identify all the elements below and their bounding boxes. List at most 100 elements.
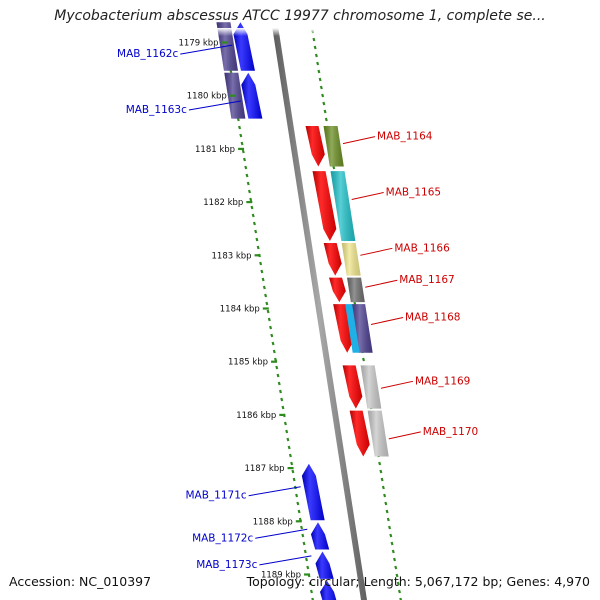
gene-leader-line bbox=[365, 279, 398, 288]
inner-ring-dash bbox=[241, 149, 245, 154]
outer-ring-dash bbox=[385, 509, 389, 514]
gene-leader-line bbox=[255, 528, 308, 539]
outer-ring-dash bbox=[393, 557, 397, 562]
inner-ring-dash bbox=[260, 269, 264, 274]
gene-leader-line bbox=[380, 380, 414, 389]
inner-ring-dash bbox=[274, 357, 278, 362]
inner-ring-dash bbox=[292, 477, 296, 482]
inner-ring-dash bbox=[300, 525, 304, 530]
outer-ring-dash bbox=[388, 525, 392, 530]
outer-ring-dash bbox=[394, 565, 398, 570]
inner-ring-dash bbox=[262, 285, 266, 290]
inner-ring-dash bbox=[249, 197, 253, 202]
inner-ring-dash bbox=[283, 421, 287, 426]
outer-ring-dash bbox=[362, 357, 366, 362]
gene-leader-line bbox=[188, 100, 241, 111]
kbp-tick-label: 1185 kbp bbox=[228, 358, 268, 368]
kbp-tick-label: 1180 kbp bbox=[187, 92, 227, 102]
inner-ring-dash bbox=[256, 245, 260, 250]
map-title: Mycobacterium abscessus ATCC 19977 chrom… bbox=[54, 8, 546, 24]
inner-ring-dash bbox=[287, 445, 291, 450]
outer-ring-dash bbox=[378, 461, 382, 466]
kbp-tick-label: 1181 kbp bbox=[195, 145, 235, 155]
gene-arrow-mab_1167[interactable] bbox=[329, 277, 346, 303]
gene-arrow-mab_1166[interactable] bbox=[323, 243, 342, 276]
cog-band-shade bbox=[341, 243, 361, 276]
cog-band-shade bbox=[367, 410, 389, 457]
cog-band-secondary bbox=[345, 304, 360, 353]
outer-ring-dash bbox=[312, 37, 316, 42]
inner-ring-dash bbox=[245, 173, 249, 178]
gene-leader-line bbox=[370, 316, 404, 325]
gene-label-mab_1171c[interactable]: MAB_1171c bbox=[185, 490, 246, 502]
inner-ring-dash bbox=[277, 381, 281, 386]
inner-ring-dash bbox=[243, 157, 247, 162]
outer-ring-dash bbox=[316, 61, 320, 66]
gene-arrow-mab_1171c[interactable] bbox=[301, 463, 325, 521]
inner-ring-dash bbox=[270, 333, 274, 338]
inner-ring-dash bbox=[301, 533, 305, 538]
inner-ring-dash bbox=[291, 469, 295, 474]
inner-ring-dash bbox=[250, 205, 254, 210]
inner-ring-dash bbox=[272, 349, 276, 354]
gene-leader-line bbox=[248, 486, 301, 497]
gene-arrow-mab_1165[interactable] bbox=[312, 171, 337, 241]
kbp-tick-label: 1186 kbp bbox=[236, 411, 276, 421]
gene-arrow-mab_1170[interactable] bbox=[349, 410, 370, 457]
gene-arrow-mab_1164[interactable] bbox=[305, 125, 325, 167]
outer-ring-dash bbox=[383, 493, 387, 498]
inner-ring-dash bbox=[271, 341, 275, 346]
gene-arrow-mab_1173c[interactable] bbox=[315, 551, 334, 579]
gene-arrow-mab_1163c[interactable] bbox=[241, 72, 263, 119]
gene-arrow-mab_1169[interactable] bbox=[342, 365, 363, 409]
gene-arrow-mab_1172c[interactable] bbox=[310, 522, 330, 550]
gene-label-mab_1167[interactable]: MAB_1167 bbox=[399, 274, 454, 286]
top-fade bbox=[200, 28, 340, 36]
gene-arrow-unlabeled-12[interactable] bbox=[320, 580, 338, 600]
gene-label-mab_1169[interactable]: MAB_1169 bbox=[415, 375, 470, 387]
kbp-tick-label: 1189 kbp bbox=[261, 571, 301, 581]
outer-ring-dash bbox=[319, 85, 323, 90]
accession-text: Accession: NC_010397 bbox=[9, 574, 152, 589]
outer-ring-dash bbox=[317, 69, 321, 74]
inner-ring-dash bbox=[264, 293, 268, 298]
gene-label-mab_1166[interactable]: MAB_1166 bbox=[394, 242, 450, 254]
genome-summary-text: Topology: circular; Length: 5,067,172 bp… bbox=[246, 574, 590, 589]
kbp-tick-label: 1179 kbp bbox=[179, 39, 219, 49]
inner-ring-dash bbox=[267, 317, 271, 322]
inner-ring-dash bbox=[261, 277, 265, 282]
inner-ring-dash bbox=[259, 261, 263, 266]
cog-band-shade bbox=[347, 277, 365, 303]
gene-label-mab_1165[interactable]: MAB_1165 bbox=[386, 186, 441, 198]
gene-label-mab_1170[interactable]: MAB_1170 bbox=[423, 426, 478, 438]
outer-ring-dash bbox=[390, 541, 394, 546]
outer-ring-dash bbox=[384, 501, 388, 506]
inner-ring-dash bbox=[251, 213, 255, 218]
gene-label-mab_1162c[interactable]: MAB_1162c bbox=[117, 48, 178, 60]
inner-ring-dash bbox=[309, 589, 313, 594]
outer-ring-dash bbox=[381, 485, 385, 490]
gene-label-mab_1173c[interactable]: MAB_1173c bbox=[196, 559, 257, 571]
gene-label-mab_1172c[interactable]: MAB_1172c bbox=[192, 532, 253, 544]
kbp-tick-label: 1187 kbp bbox=[244, 464, 284, 474]
gene-leader-line bbox=[360, 247, 393, 256]
genome-backbone bbox=[272, 28, 367, 600]
inner-ring-dash bbox=[246, 181, 250, 186]
outer-ring-dash bbox=[397, 589, 401, 594]
inner-ring-dash bbox=[252, 221, 256, 226]
inner-ring-dash bbox=[295, 493, 299, 498]
gene-label-mab_1164[interactable]: MAB_1164 bbox=[377, 131, 433, 143]
inner-ring-dash bbox=[254, 229, 258, 234]
gene-label-mab_1163c[interactable]: MAB_1163c bbox=[126, 104, 187, 116]
kbp-tick-label: 1188 kbp bbox=[253, 517, 293, 527]
inner-ring-dash bbox=[303, 549, 307, 554]
outer-ring-dash bbox=[323, 109, 327, 114]
inner-ring-dash bbox=[280, 397, 284, 402]
gene-leader-line bbox=[351, 191, 384, 200]
inner-ring-dash bbox=[296, 501, 300, 506]
outer-ring-dash bbox=[322, 101, 326, 106]
inner-ring-dash bbox=[266, 309, 270, 314]
gene-label-mab_1168[interactable]: MAB_1168 bbox=[405, 311, 460, 323]
inner-ring-dash bbox=[239, 133, 243, 138]
